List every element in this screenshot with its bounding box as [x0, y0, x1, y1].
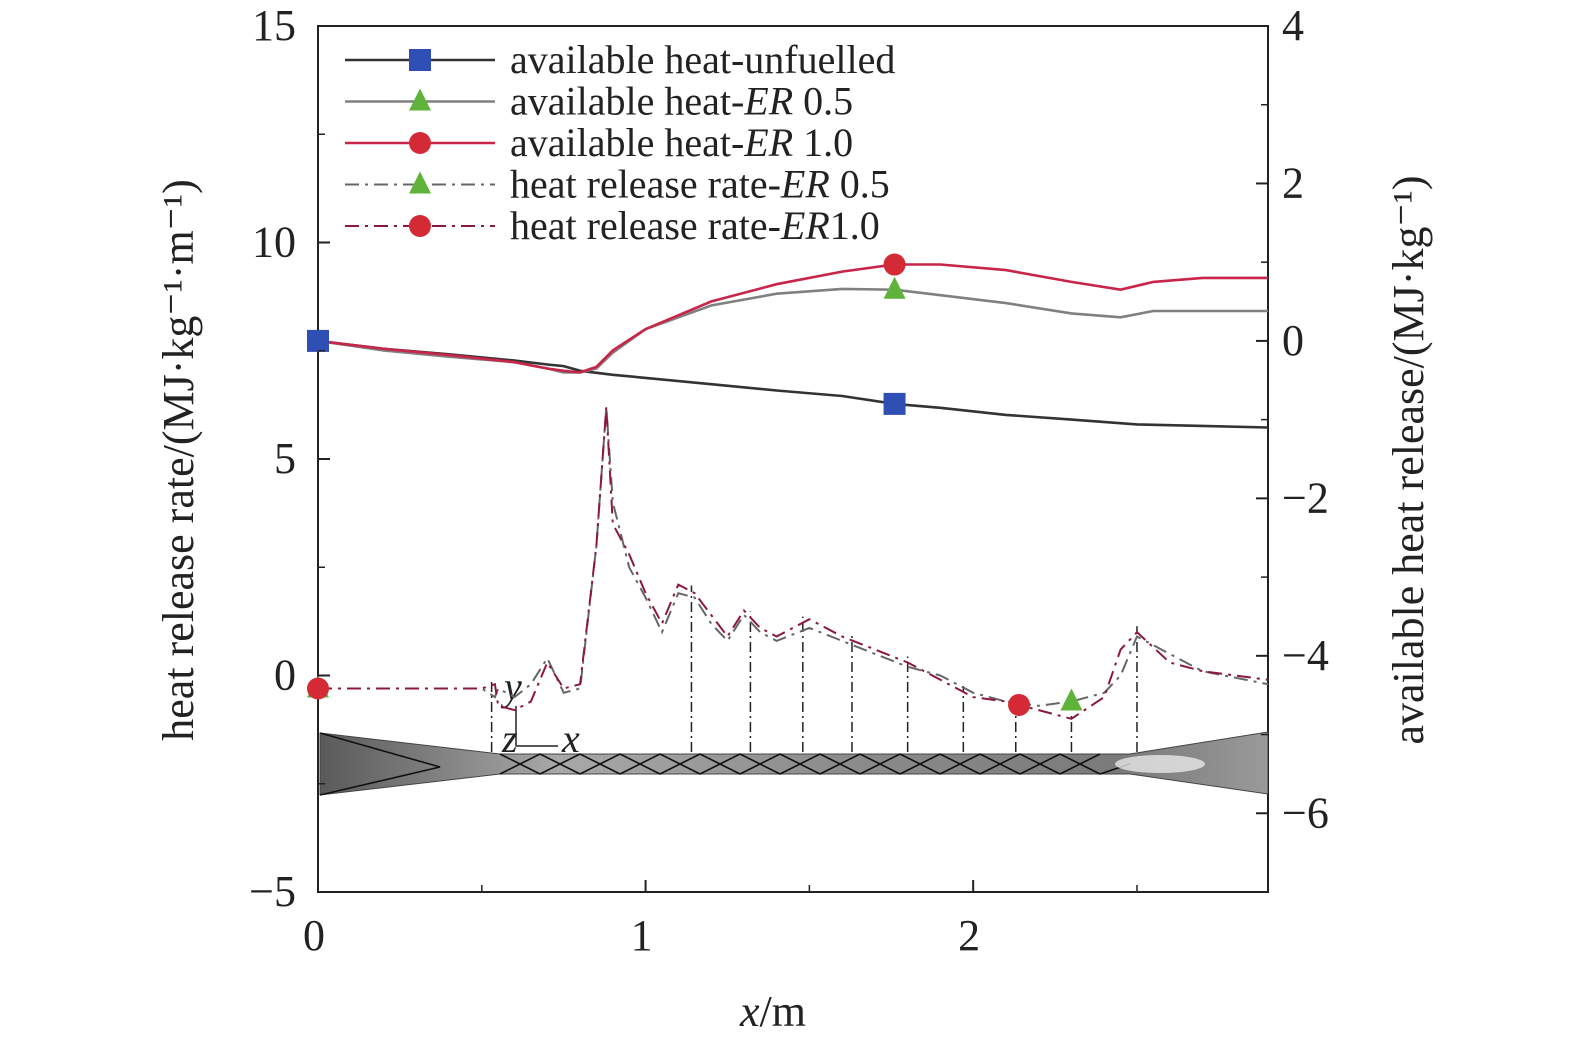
legend-label-4: heat release rate-ER 0.5 — [510, 162, 890, 207]
x-axis-title-unit: /m — [760, 987, 806, 1036]
legend-marker-1 — [409, 49, 431, 71]
y-left-tick-label: 10 — [252, 218, 296, 267]
injector-stations — [490, 585, 1138, 752]
y-right-tick-label: 0 — [1282, 316, 1304, 365]
legend-marker-3 — [409, 132, 431, 154]
series-marker-2 — [883, 276, 906, 299]
x-axis-title: x/m — [739, 987, 806, 1036]
legend-marker-5 — [409, 215, 431, 237]
legend-label-3: available heat-ER 1.0 — [510, 120, 853, 165]
y-left-tick-label: 5 — [274, 434, 296, 483]
y-axis-right-title: available heat release/(MJ·kg⁻¹) — [1384, 175, 1433, 744]
series-line-3 — [318, 263, 1268, 374]
y-left-tick-label: 15 — [252, 1, 296, 50]
y-axis-left: −5 0 5 10 15 — [249, 1, 330, 916]
y-right-tick-label: 2 — [1282, 158, 1304, 207]
engine-nozzle-glow — [1115, 755, 1205, 773]
coord-label-z: z — [501, 716, 518, 761]
series-marker-5 — [1008, 693, 1031, 716]
x-tick-label: 1 — [631, 911, 653, 960]
coordinate-system: y z x — [500, 664, 580, 761]
series-marker-1 — [883, 392, 906, 415]
series-line-1 — [318, 339, 1268, 429]
y-left-tick-label: −5 — [249, 867, 296, 916]
series-line-2 — [318, 287, 1268, 374]
engine-flowpath — [319, 731, 1268, 796]
series-layer — [318, 263, 1268, 720]
x-tick-label: 2 — [958, 911, 980, 960]
y-right-tick-label: −4 — [1282, 631, 1329, 680]
y-right-tick-label: −2 — [1282, 473, 1329, 522]
series-marker-5 — [307, 677, 329, 700]
y-axis-left-title: heat release rate/(MJ·kg⁻¹·m⁻¹) — [154, 179, 203, 740]
engine-shock-pattern — [319, 732, 1131, 796]
legend-label-5: heat release rate-ER1.0 — [510, 203, 880, 248]
series-marker-3 — [883, 253, 906, 276]
series-line-5 — [318, 406, 1268, 720]
y-right-tick-label: 4 — [1282, 1, 1304, 50]
series-line-4 — [318, 406, 1268, 707]
series-marker-4 — [1060, 688, 1083, 711]
legend-label-1: available heat-unfuelled — [510, 37, 895, 82]
series-marker-1 — [307, 329, 329, 352]
coord-label-x: x — [561, 716, 580, 761]
engine-geometry — [319, 731, 1268, 796]
y-right-tick-label: −6 — [1282, 788, 1329, 837]
legend-marker-2 — [409, 88, 431, 111]
y-axis-right: −6 −4 −2 0 2 4 — [1256, 1, 1329, 893]
x-tick-label: 0 — [303, 911, 325, 960]
coord-label-y: y — [500, 664, 522, 709]
y-left-tick-label: 0 — [274, 651, 296, 700]
legend-marker-4 — [409, 171, 431, 194]
x-axis: 0 1 2 — [303, 880, 1138, 960]
legend-label-2: available heat-ER 0.5 — [510, 79, 853, 124]
x-axis-title-var: x — [739, 987, 760, 1036]
marker-layer — [307, 253, 1083, 716]
